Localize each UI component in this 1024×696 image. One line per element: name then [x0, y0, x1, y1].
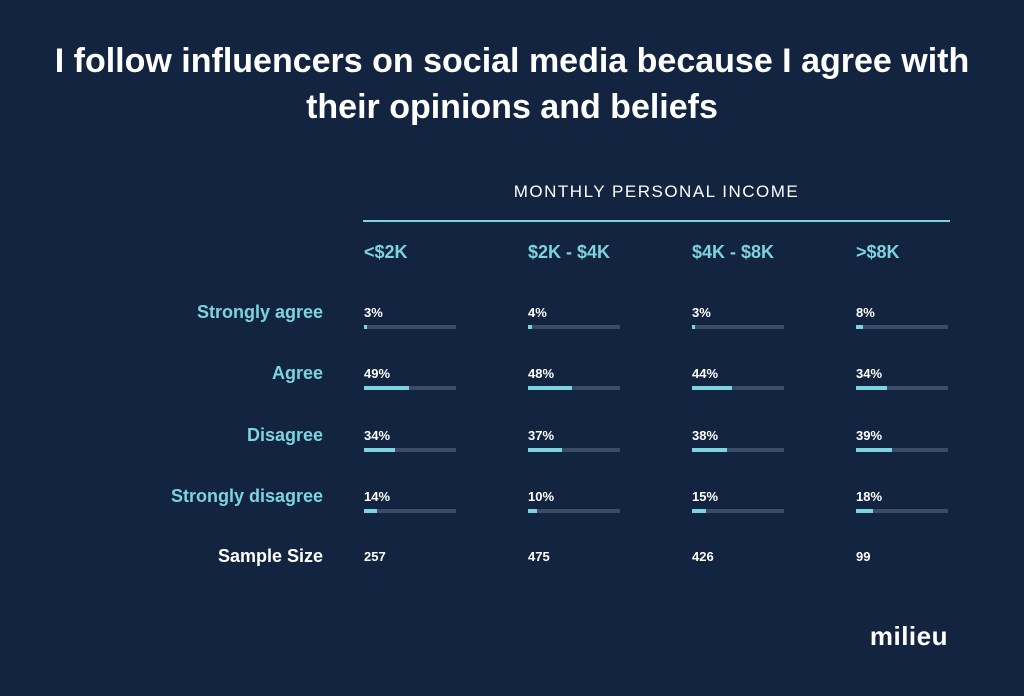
cell-value: 48% [528, 366, 555, 381]
row-label-sample-size: Sample Size [217, 546, 323, 566]
cell-value: 37% [528, 428, 555, 443]
bar-fill [856, 386, 888, 390]
bar-track [856, 448, 948, 452]
bar-track [528, 325, 620, 329]
column-header-4: >$8K [856, 242, 900, 262]
cell-value: 34% [856, 366, 883, 381]
bar-track [364, 325, 456, 329]
bar-fill [364, 448, 396, 452]
cell-value: 34% [364, 428, 391, 443]
sample-size-value: 257 [364, 549, 386, 564]
cell-value: 3% [364, 305, 383, 320]
row-label-strongly-disagree: Strongly disagree [170, 486, 323, 506]
cell-value: 39% [856, 428, 883, 443]
bar-fill [528, 448, 563, 452]
row-label-strongly-agree: Strongly agree [196, 302, 323, 322]
cell-value: 14% [364, 489, 391, 504]
bar-fill [856, 509, 873, 513]
bar-track [856, 325, 948, 329]
bar-track [692, 509, 784, 513]
bar-track [692, 325, 784, 329]
bar-fill [364, 386, 410, 390]
bar-fill [364, 509, 377, 513]
bar-track [528, 386, 620, 390]
bar-fill [692, 509, 706, 513]
bar-fill [364, 325, 367, 329]
bar-track [364, 386, 456, 390]
bar-fill [528, 325, 532, 329]
row-label-agree: Agree [271, 363, 323, 383]
column-header-2: $2K - $4K [528, 242, 611, 262]
bar-fill [528, 509, 538, 513]
cell-value: 44% [692, 366, 719, 381]
bar-track [364, 509, 456, 513]
bar-track [692, 386, 784, 390]
sample-size-value: 426 [692, 549, 714, 564]
cell-value: 8% [856, 305, 875, 320]
sample-size-value: 475 [528, 549, 550, 564]
income-group-rule [363, 220, 950, 222]
bar-fill [856, 448, 892, 452]
column-header-1: <$2K [364, 242, 408, 262]
bar-fill [692, 386, 733, 390]
cell-value: 3% [692, 305, 711, 320]
cell-value: 15% [692, 489, 719, 504]
bar-track [528, 509, 620, 513]
cell-value: 38% [692, 428, 719, 443]
milieu-logo: milieu [869, 621, 948, 651]
cell-value: 10% [528, 489, 555, 504]
bar-track [856, 386, 948, 390]
bar-fill [528, 386, 573, 390]
cell-value: 4% [528, 305, 547, 320]
bar-track [856, 509, 948, 513]
column-header-3: $4K - $8K [692, 242, 775, 262]
cell-value: 49% [364, 366, 391, 381]
chart-title: I follow influencers on social media bec… [54, 42, 970, 126]
bar-fill [692, 325, 695, 329]
sample-size-value: 99 [856, 549, 871, 564]
bar-track [364, 448, 456, 452]
bar-track [528, 448, 620, 452]
bar-fill [692, 448, 727, 452]
bar-fill [856, 325, 864, 329]
row-label-disagree: Disagree [246, 425, 323, 445]
income-group-label: MONTHLY PERSONAL INCOME [513, 182, 800, 201]
bar-track [692, 448, 784, 452]
cell-value: 18% [856, 489, 883, 504]
